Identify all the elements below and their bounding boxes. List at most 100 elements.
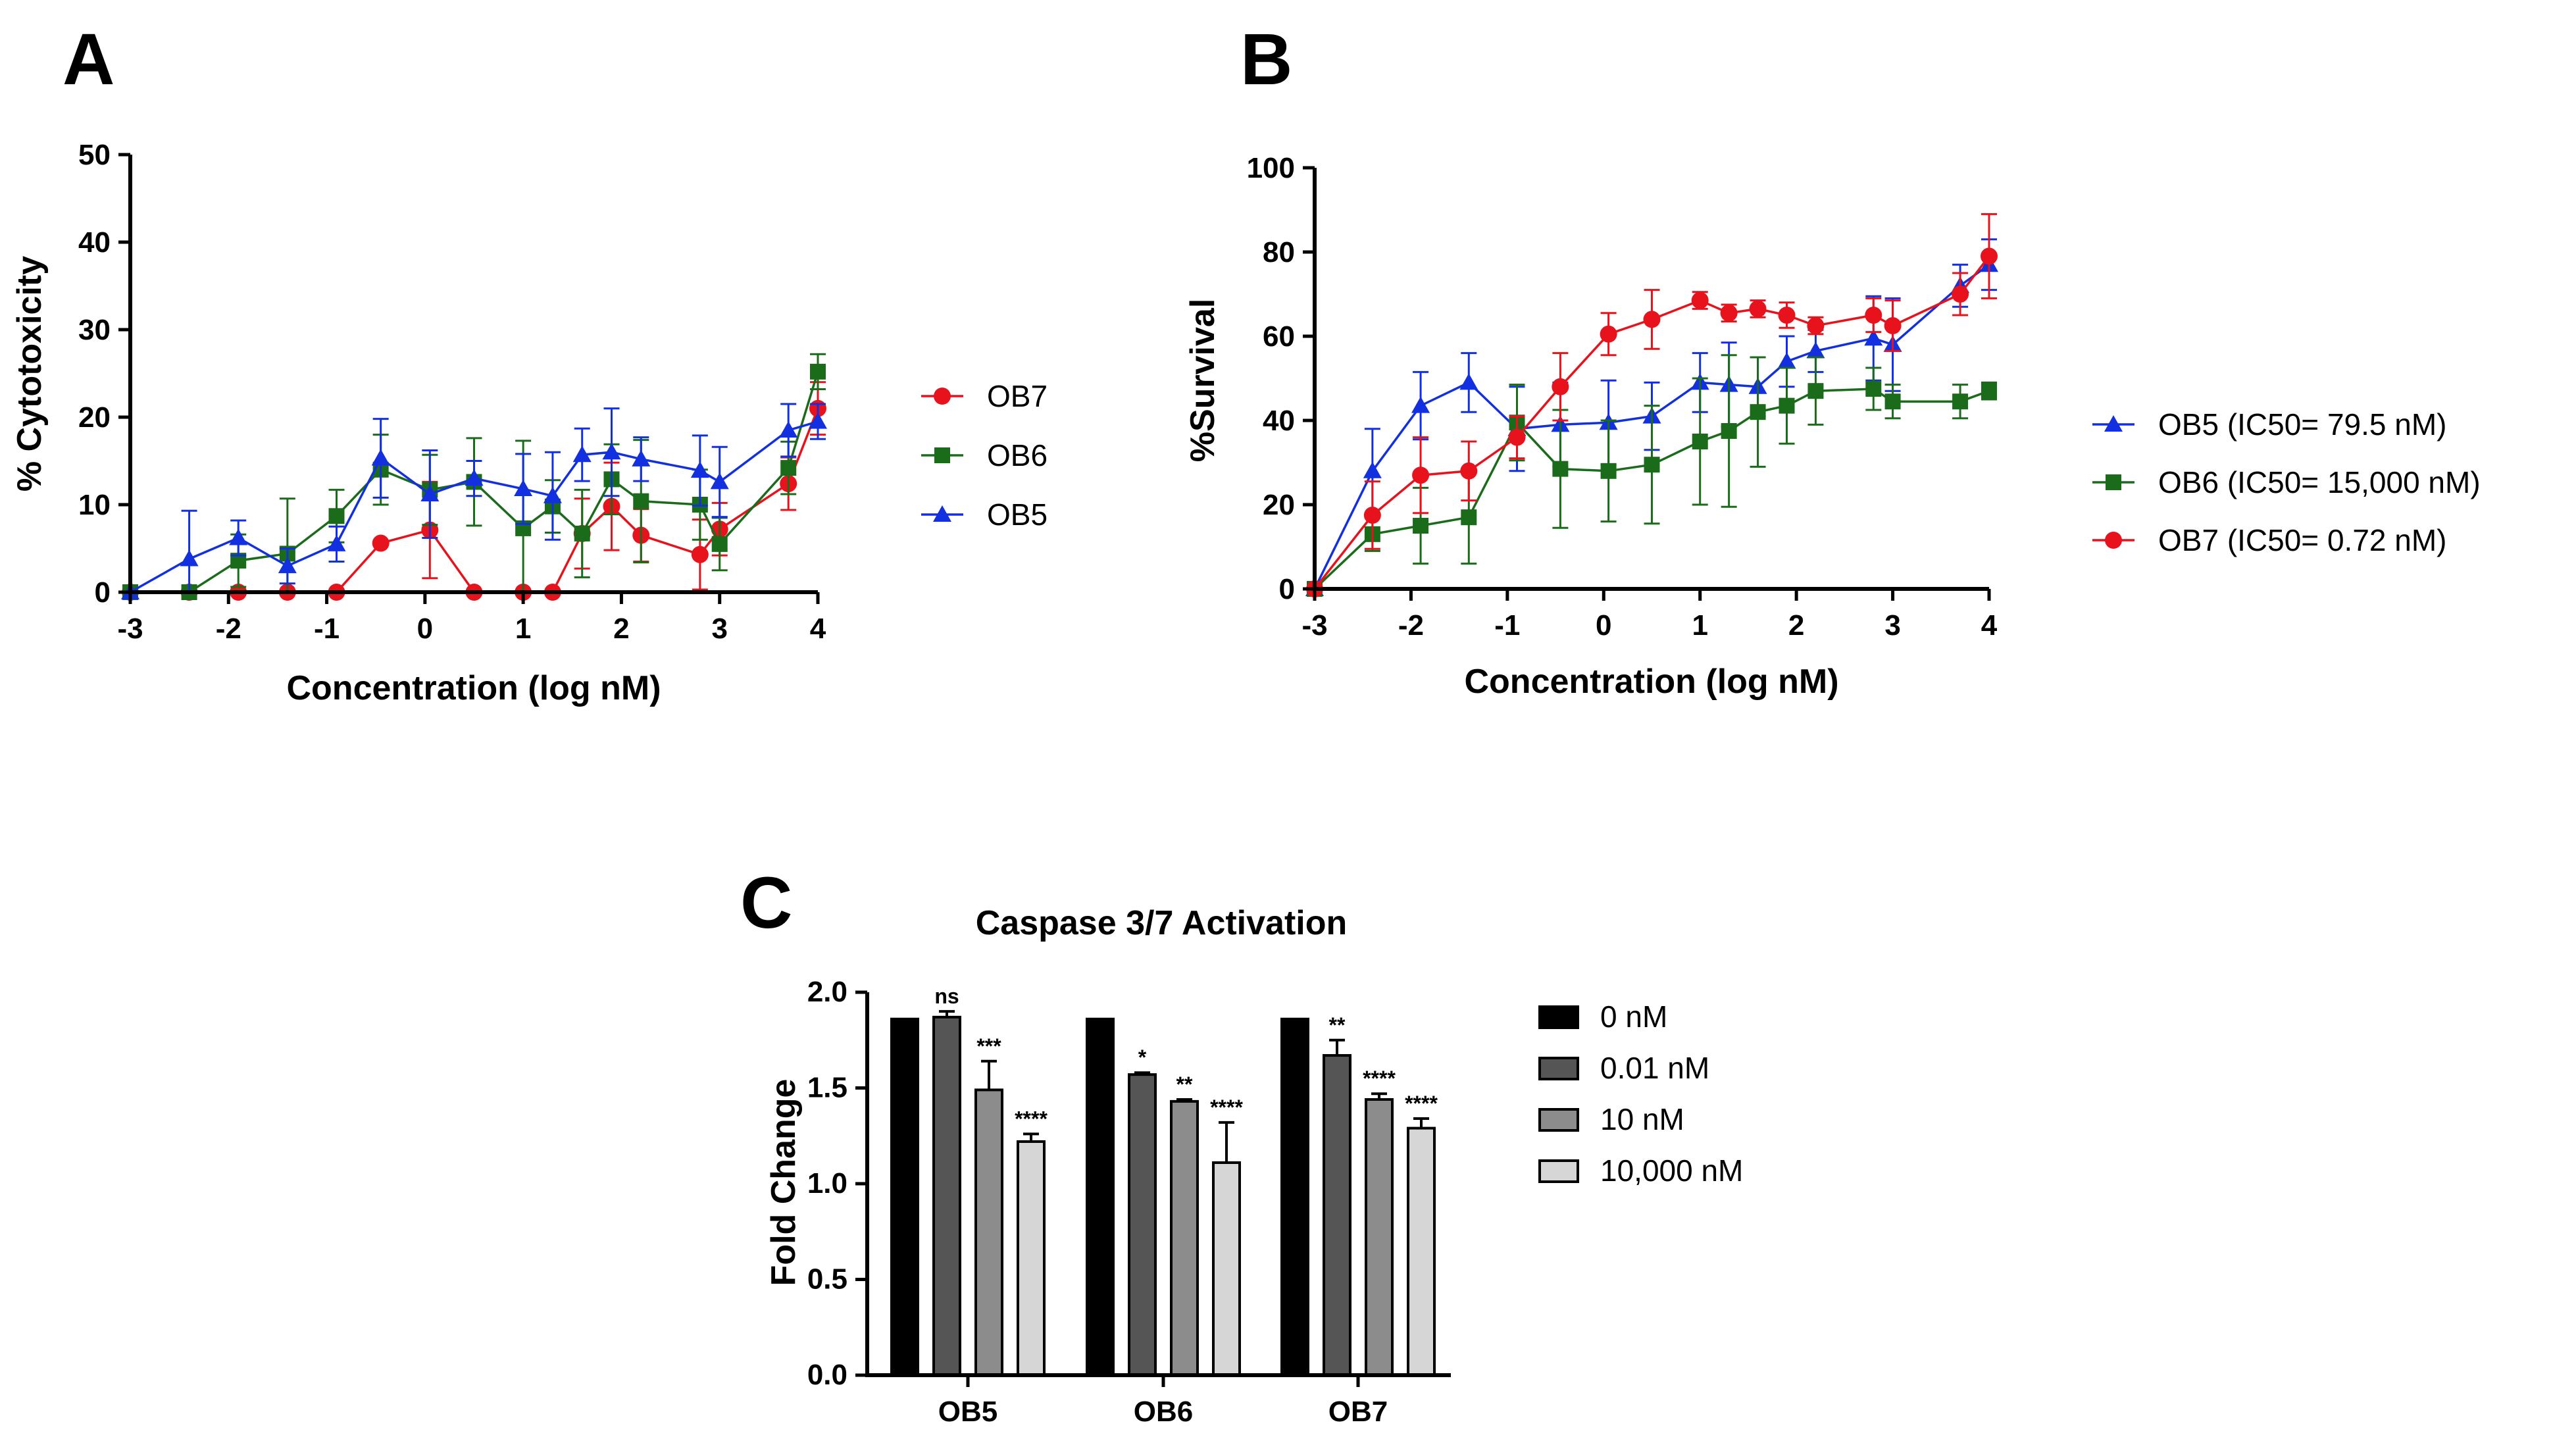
legend-marker [2104, 415, 2123, 432]
data-point [1778, 307, 1796, 324]
x-tick-label: -2 [1398, 609, 1424, 642]
data-point [1413, 518, 1429, 534]
bar [1128, 1073, 1157, 1376]
survival-series [1305, 213, 1998, 597]
cytotoxicity-y-axis-title: % Cytotoxicity [11, 256, 49, 492]
caspase-legend: 0 nM 0.01 nM 10 nM 10,000 nM [1538, 999, 1743, 1188]
legend-label: OB5 (IC50= 79.5 nM) [2158, 407, 2446, 442]
data-point [1600, 463, 1617, 479]
data-point [1884, 393, 1901, 410]
x-tick-label: 1 [515, 613, 531, 645]
y-tick-label: 0.5 [807, 1263, 847, 1296]
data-point [1720, 304, 1738, 322]
data-point [602, 443, 621, 460]
data-point [1552, 461, 1569, 477]
legend-entry-ob5: OB5 [921, 497, 1048, 532]
legend-label: 0.01 nM [1600, 1051, 1709, 1085]
data-point [1552, 378, 1569, 395]
panel-letter-b: B [1240, 19, 1292, 100]
series-ob7 [1306, 213, 1998, 597]
data-point [809, 412, 827, 429]
x-tick-label: -2 [216, 613, 241, 645]
caspase-ticks: 0.0 0.5 1.0 1.5 2.0 OB5 OB6 OB7 [807, 976, 1388, 1428]
data-point [810, 363, 826, 380]
data-point [632, 449, 651, 467]
bar [1407, 1126, 1436, 1376]
significance-label: *** [976, 1034, 1001, 1058]
data-point [465, 469, 484, 486]
data-point [371, 449, 390, 466]
data-point [710, 472, 729, 490]
legend-label: OB7 (IC50= 0.72 nM) [2158, 523, 2446, 557]
legend-entry: 10 nM [1538, 1102, 1684, 1136]
data-point [574, 525, 590, 542]
bar [932, 1015, 961, 1376]
y-tick-label: 40 [78, 226, 111, 259]
data-point [1461, 509, 1477, 526]
significance-label: **** [1210, 1096, 1243, 1119]
legend-entry-ob7: OB7 [921, 379, 1048, 413]
x-tick-label: 2 [613, 613, 629, 645]
bar [1212, 1161, 1241, 1376]
legend-entry-ob6: OB6 (IC50= 15,000 nM) [2092, 465, 2481, 499]
category-label: OB6 [1134, 1396, 1193, 1428]
data-point [420, 485, 440, 502]
bar-group-ob6: ******* [1086, 1017, 1243, 1376]
data-point [372, 534, 390, 552]
data-point [1721, 423, 1737, 439]
survival-legend: OB5 (IC50= 79.5 nM) OB6 (IC50= 15,000 nM)… [2092, 407, 2481, 557]
data-point [1644, 457, 1660, 473]
data-point [229, 528, 248, 545]
legend-swatch [1538, 1005, 1579, 1029]
y-tick-label: 1.5 [807, 1072, 847, 1104]
panel-letter-c: C [740, 863, 792, 944]
bar [1086, 1017, 1115, 1376]
x-tick-label: 0 [417, 613, 433, 645]
legend-label: OB7 [987, 379, 1048, 413]
cytotoxicity-x-axis-title: Concentration (log nM) [286, 669, 661, 707]
data-point [1459, 373, 1478, 390]
legend-marker [2105, 532, 2122, 549]
x-tick-label: -1 [314, 613, 340, 645]
y-tick-label: 0 [95, 576, 111, 609]
category-label: OB5 [938, 1396, 998, 1428]
bar [1017, 1140, 1046, 1376]
bar [974, 1088, 1003, 1377]
legend-entry-ob7: OB7 (IC50= 0.72 nM) [2092, 523, 2446, 557]
data-point [690, 461, 709, 478]
x-tick-label: 3 [711, 613, 727, 645]
category-label: OB7 [1328, 1396, 1388, 1428]
legend-label: OB6 (IC50= 15,000 nM) [2158, 465, 2481, 499]
y-tick-label: 0.0 [807, 1359, 847, 1391]
data-point [1865, 381, 1882, 397]
legend-entry-ob5: OB5 (IC50= 79.5 nM) [2092, 407, 2446, 442]
data-point [1779, 397, 1795, 414]
bar [1170, 1099, 1199, 1376]
x-tick-label: -3 [1301, 609, 1327, 642]
bar-group-ob5: ns******* [890, 984, 1048, 1377]
bar [1280, 1017, 1309, 1376]
y-tick-label: 50 [78, 139, 111, 171]
data-point [328, 508, 345, 524]
bar [890, 1017, 919, 1376]
data-point [180, 549, 199, 567]
data-point [1865, 307, 1882, 324]
y-tick-label: 20 [78, 401, 111, 434]
legend-marker [2106, 474, 2121, 490]
bar-group-ob7: ********** [1280, 1013, 1438, 1377]
data-point [1411, 396, 1430, 413]
legend-entry: 0 nM [1538, 999, 1667, 1034]
data-point [1952, 286, 1969, 303]
y-tick-label: 80 [1263, 236, 1295, 268]
data-point [633, 493, 649, 509]
y-tick-label: 10 [78, 489, 111, 521]
legend-swatch [1538, 1159, 1579, 1183]
bar [1323, 1054, 1351, 1377]
significance-label: **** [1363, 1067, 1396, 1090]
x-tick-label: 4 [1981, 609, 1998, 642]
